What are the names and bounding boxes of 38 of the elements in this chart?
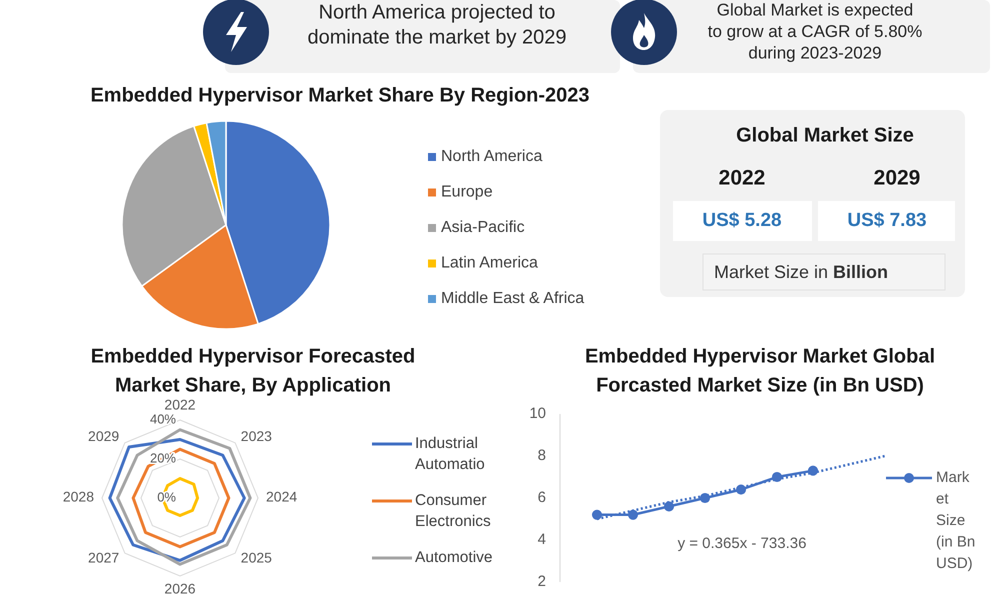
legend-label: Market Size (in Bn USD) [936, 468, 976, 572]
spoke-label: 2029 [88, 428, 120, 444]
legend-label: Middle East & Africa [441, 290, 584, 308]
text: North America projected to dominate the market by 2029 [307, 1, 567, 48]
annotation: y = 0.365x - 733.36 [678, 534, 806, 552]
legend-label: Industrial Automatio [415, 435, 485, 474]
point [628, 510, 638, 520]
text: Global Market is expected to grow at a CAGR of 5.80% during 2023-2029 [708, 0, 922, 62]
y-tick-label: 8 [538, 446, 546, 464]
spoke-label: 2026 [164, 580, 196, 597]
point [592, 510, 602, 520]
spoke-label: 2022 [164, 396, 196, 413]
text: US$ 7.83 [847, 210, 927, 232]
legend-label: Automotive [415, 549, 493, 566]
chart-title: Embedded Hypervisor Forecasted Market Share, By Application [90, 345, 416, 396]
text: Market Size in Billion [714, 262, 888, 282]
legend-label: Asia-Pacific [441, 219, 525, 236]
spoke-label: 2027 [88, 550, 120, 566]
text: 2022 [718, 166, 766, 190]
chart-title: Embedded Hypervisor Market Global Forcasted Market Size (in Bn USD) [584, 345, 936, 396]
chart-title: Embedded Hypervisor Market Share By Region-2023 [90, 84, 590, 106]
y-tick-label: 40% [150, 411, 176, 426]
spoke-label: 2024 [266, 488, 298, 505]
y-tick-label: 4 [538, 530, 546, 548]
text: 2029 [874, 166, 920, 190]
y-tick-label: 10 [529, 404, 546, 422]
legend-label: Consumer Electronics [415, 492, 492, 530]
legend-label: Europe [441, 184, 493, 201]
spoke-label: 2023 [240, 428, 272, 444]
point [664, 501, 674, 512]
spoke-label: 2028 [62, 488, 94, 505]
y-tick-label: 2 [538, 572, 546, 590]
y-tick-label: 6 [538, 488, 546, 506]
legend-label: Latin America [441, 254, 538, 272]
text: US$ 5.28 [702, 210, 782, 232]
legend-label: North America [441, 148, 542, 166]
text: Global Market Size [736, 124, 914, 146]
spoke-label: 2025 [240, 550, 272, 566]
